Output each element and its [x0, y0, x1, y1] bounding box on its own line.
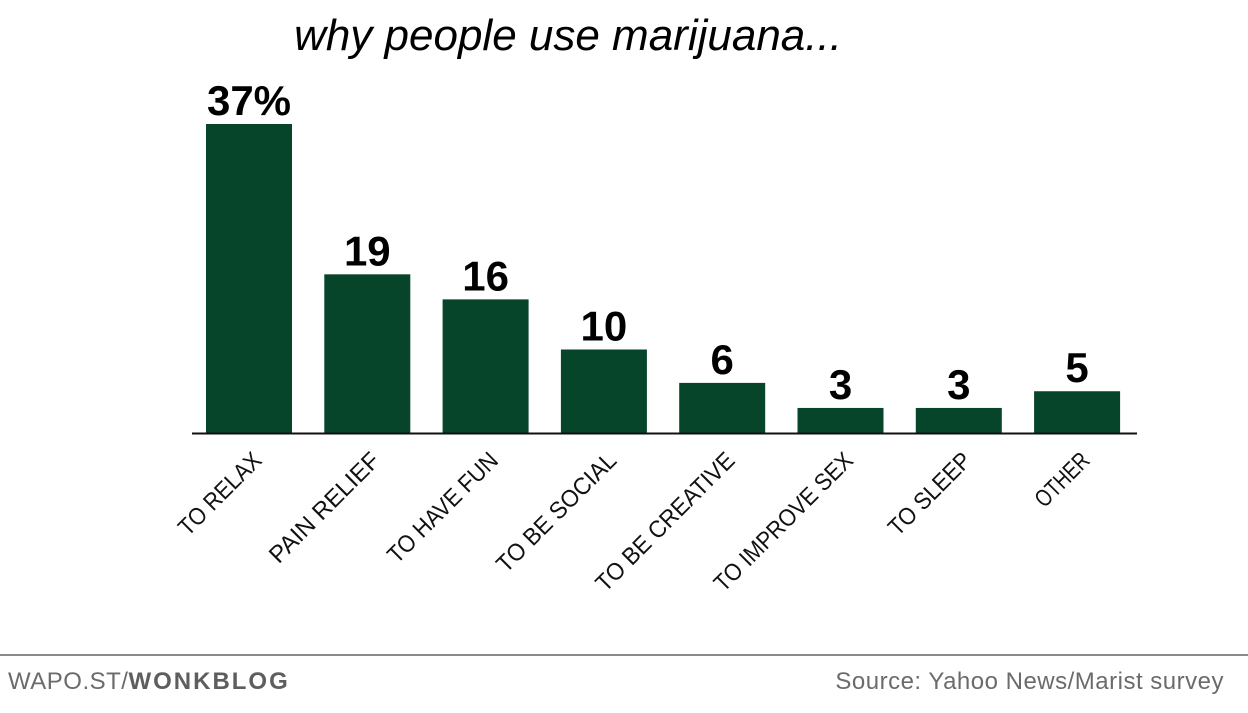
- bar: [679, 382, 766, 433]
- bar: [797, 407, 884, 433]
- x-tick-label: TO SLEEP: [883, 447, 977, 541]
- data-label: 37%: [207, 77, 291, 124]
- x-tick-label: OTHER: [1030, 447, 1096, 513]
- footer-source: Source: Yahoo News/Marist survey: [835, 668, 1224, 695]
- x-tick-label: TO HAVE FUN: [382, 447, 504, 569]
- x-tick-label: TO RELAX: [173, 447, 267, 541]
- data-label: 3: [829, 361, 852, 408]
- x-tick-label: PAIN RELIEF: [264, 447, 386, 569]
- footer-site-name: WONKBLOG: [128, 668, 290, 695]
- x-tick-label: TO BE SOCIAL: [491, 447, 622, 578]
- footer-divider: [0, 654, 1248, 656]
- bar: [560, 349, 647, 433]
- bar: [1034, 391, 1121, 433]
- bar: [324, 274, 411, 433]
- bar: [206, 124, 292, 433]
- bar-chart: why people use marijuana... 37% TO RELAX 1…: [173, 11, 1137, 597]
- data-label: 16: [462, 252, 509, 299]
- bar: [915, 407, 1002, 433]
- data-label: 10: [581, 302, 628, 349]
- data-label: 6: [711, 336, 734, 383]
- chart-title: why people use marijuana...: [294, 11, 842, 60]
- data-label: 3: [947, 361, 970, 408]
- footer-credit: WAPO.ST/WONKBLOG: [8, 668, 290, 696]
- footer-site-prefix: WAPO.ST/: [8, 668, 129, 695]
- bar: [442, 299, 529, 433]
- data-label: 19: [344, 227, 391, 274]
- data-label: 5: [1065, 344, 1088, 391]
